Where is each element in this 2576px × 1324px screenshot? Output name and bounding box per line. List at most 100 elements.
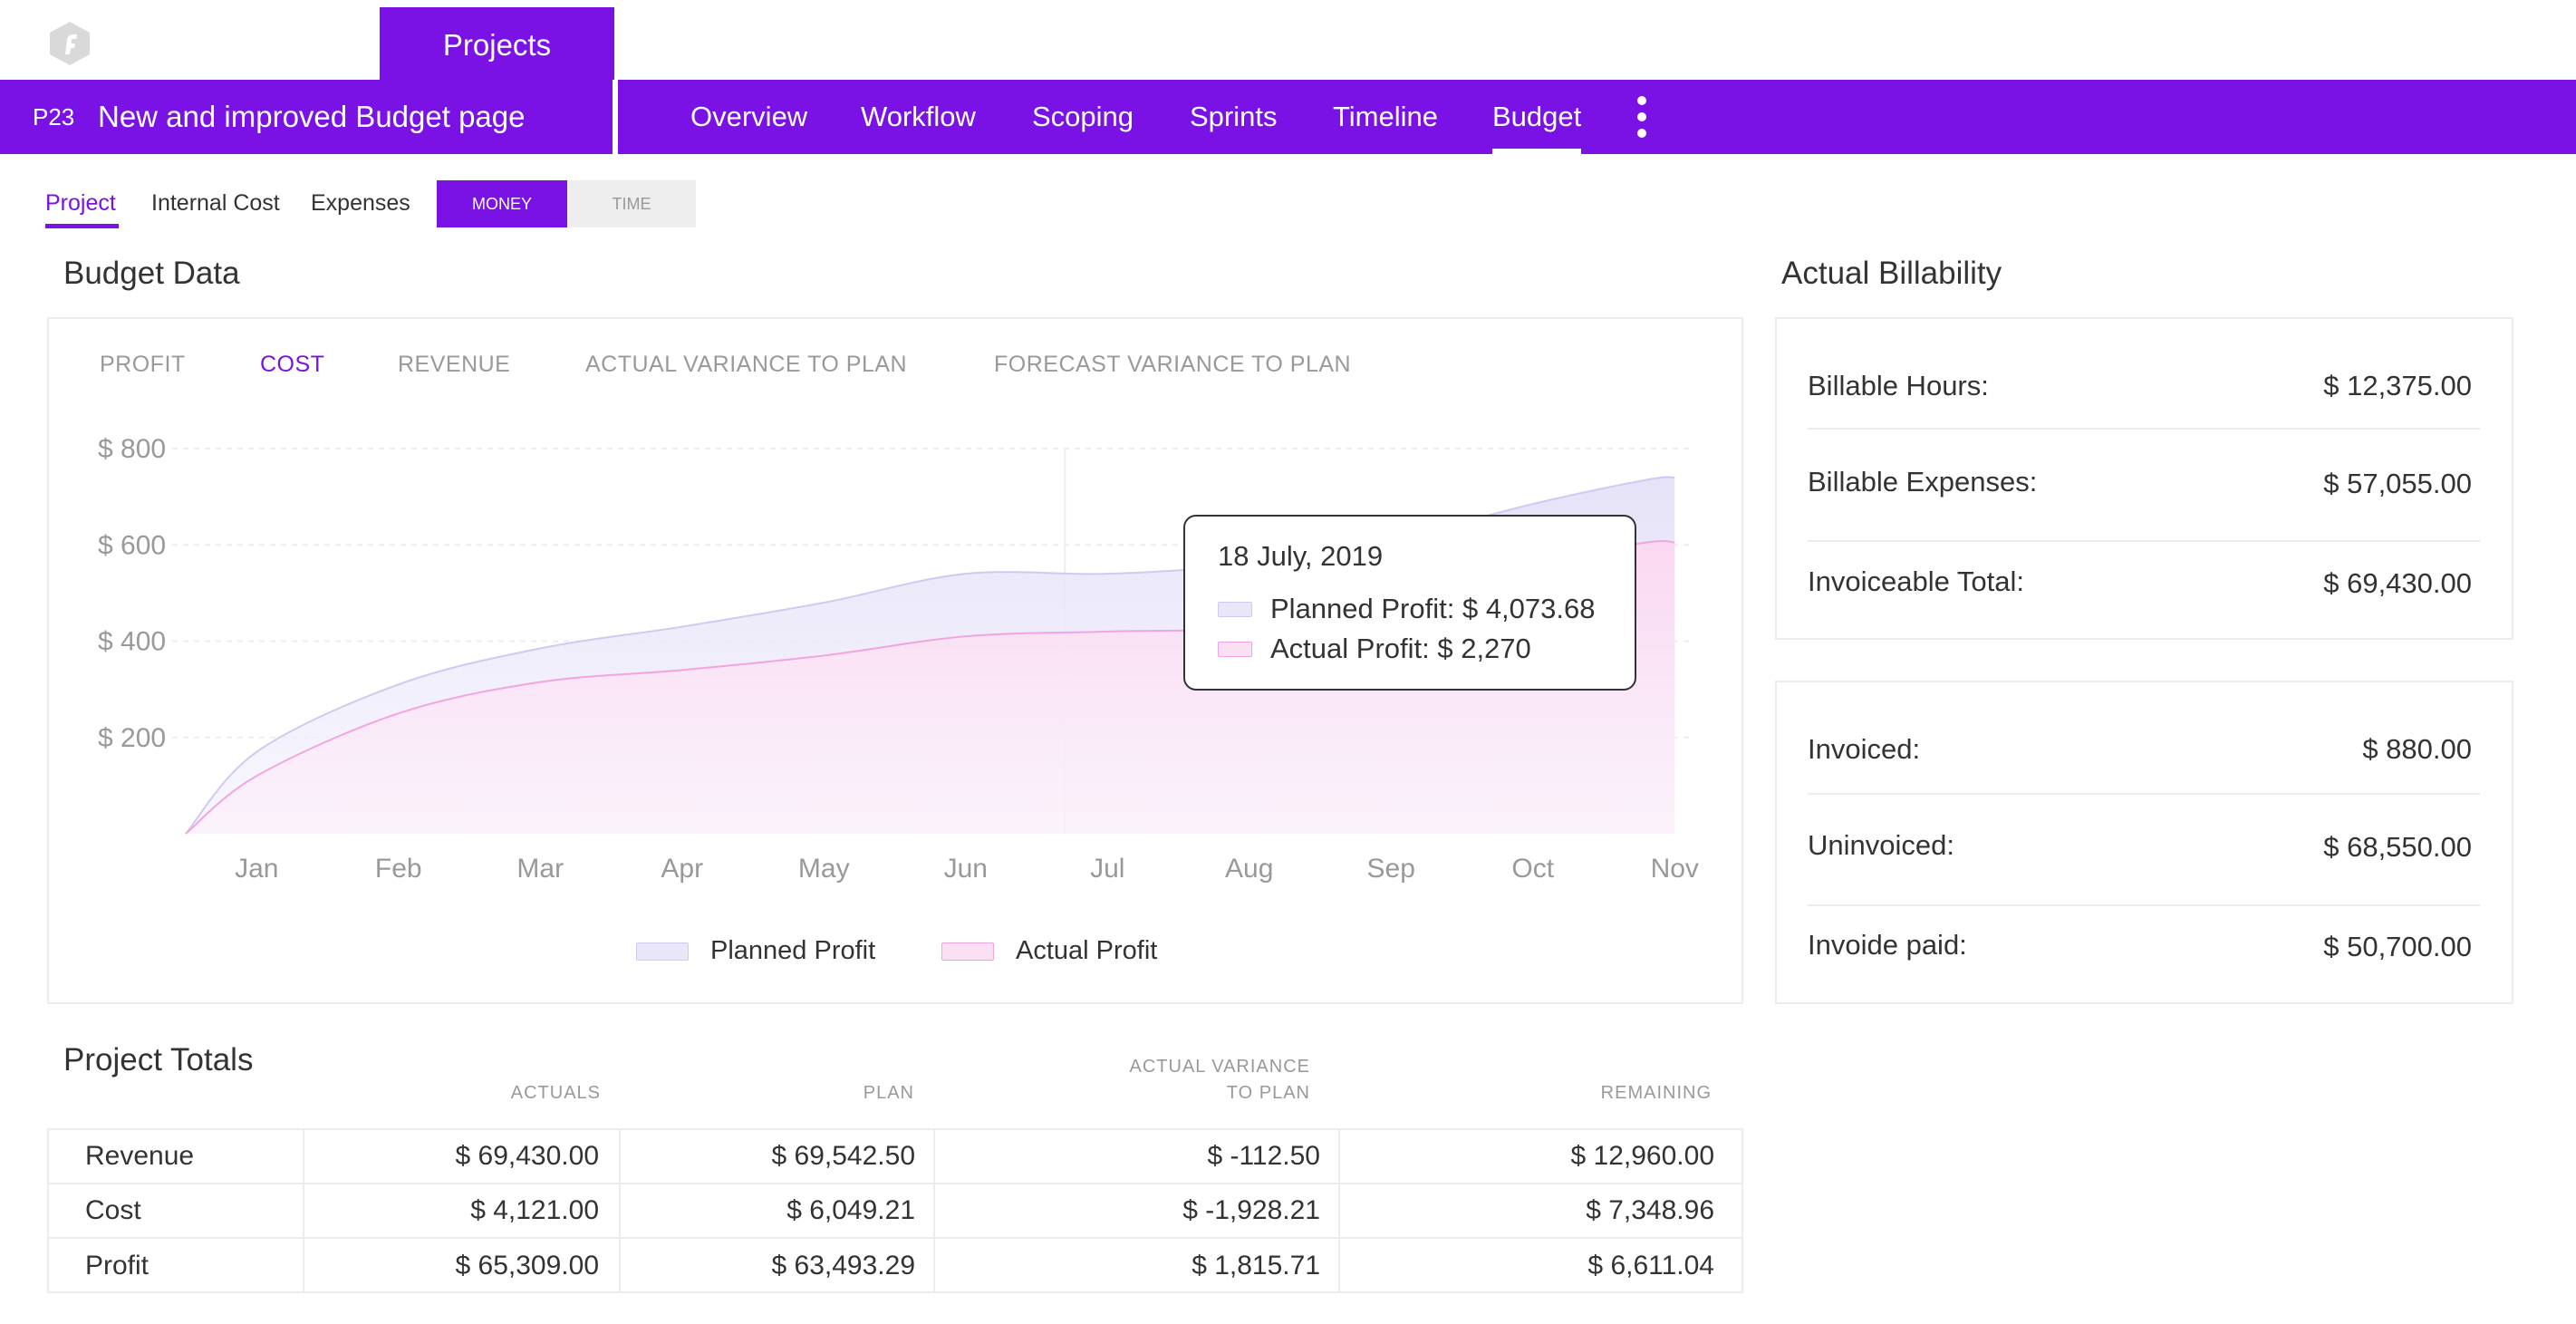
planned-profit-line <box>185 476 1675 835</box>
invoice-paid-value: $ 50,700.00 <box>2323 931 2472 962</box>
app-logo[interactable] <box>47 20 92 67</box>
y-tick-label: $ 600 <box>98 530 166 560</box>
nav-sprints[interactable]: Sprints <box>1190 101 1278 132</box>
row-label: Cost <box>85 1195 141 1225</box>
tooltip-actual-swatch <box>1218 641 1252 657</box>
x-tick-label: Sep <box>1367 854 1415 884</box>
nav-budget[interactable]: Budget <box>1492 80 1582 154</box>
column-divider <box>1338 1130 1340 1291</box>
cell-variance: $ 1,815.71 <box>1192 1251 1320 1281</box>
time-toggle-button[interactable]: TIME <box>567 180 696 227</box>
invoiced-value: $ 880.00 <box>2362 733 2472 765</box>
budget-data-title: Budget Data <box>63 256 240 291</box>
column-divider <box>619 1130 621 1291</box>
x-tick-label: Aug <box>1225 854 1273 884</box>
divider <box>1808 904 2480 906</box>
billable-expenses-label: Billable Expenses: <box>1808 466 2038 498</box>
navbar-divider <box>613 80 618 154</box>
project-navbar <box>0 80 2576 154</box>
column-divider <box>933 1130 935 1291</box>
col-header-variance-line2: TO PLAN <box>1226 1083 1310 1103</box>
chart-tab-actual-variance[interactable]: ACTUAL VARIANCE TO PLAN <box>585 352 908 377</box>
uninvoiced-label: Uninvoiced: <box>1808 829 1954 861</box>
project-totals-title: Project Totals <box>63 1042 254 1078</box>
chart-tab-forecast-variance[interactable]: FORECAST VARIANCE TO PLAN <box>994 352 1352 377</box>
cell-remaining: $ 6,611.04 <box>1587 1251 1714 1281</box>
subtab-expenses[interactable]: Expenses <box>311 190 410 216</box>
x-tick-label: Oct <box>1511 854 1554 884</box>
x-tick-label: Jan <box>235 854 278 884</box>
cell-remaining: $ 12,960.00 <box>1570 1141 1714 1171</box>
x-tick-label: Feb <box>375 854 422 884</box>
divider <box>1808 540 2480 542</box>
nav-overview[interactable]: Overview <box>690 101 808 132</box>
tooltip-date: 18 July, 2019 <box>1218 540 1384 572</box>
invoiced-label: Invoiced: <box>1808 733 1921 765</box>
cell-actuals: $ 4,121.00 <box>470 1195 599 1225</box>
x-tick-label: Jul <box>1090 854 1124 884</box>
y-tick-label: $ 800 <box>98 434 166 464</box>
uninvoiced-value: $ 68,550.00 <box>2323 831 2472 863</box>
kebab-menu-icon[interactable] <box>1631 94 1653 140</box>
billability-panel-1: Billable Hours: $ 12,375.00 Billable Exp… <box>1775 317 2513 640</box>
project-name: New and improved Budget page <box>98 100 526 133</box>
invoiceable-total-label: Invoiceable Total: <box>1808 565 2024 597</box>
projects-tab[interactable]: Projects <box>380 7 614 83</box>
tooltip-planned-value: Planned Profit: $ 4,073.68 <box>1270 593 1596 624</box>
col-header-variance-line1: ACTUAL VARIANCE <box>1129 1057 1310 1077</box>
x-tick-label: Jun <box>944 854 988 884</box>
cell-plan: $ 63,493.29 <box>771 1251 915 1281</box>
col-header-remaining: REMAINING <box>1600 1083 1712 1103</box>
x-tick-label: Apr <box>661 854 703 884</box>
col-header-plan: PLAN <box>863 1083 914 1103</box>
billability-title: Actual Billability <box>1781 256 2002 291</box>
divider <box>1808 793 2480 795</box>
billable-expenses-value: $ 57,055.00 <box>2323 468 2472 499</box>
col-header-actuals: ACTUALS <box>510 1083 601 1103</box>
y-tick-label: $ 400 <box>98 627 166 657</box>
column-divider <box>303 1130 304 1291</box>
legend-actual-swatch <box>941 942 994 961</box>
billable-hours-label: Billable Hours: <box>1808 370 1989 401</box>
cell-actuals: $ 69,430.00 <box>455 1141 599 1171</box>
divider <box>1808 428 2480 430</box>
row-label: Profit <box>85 1251 150 1281</box>
cell-plan: $ 69,542.50 <box>771 1141 915 1171</box>
row-label: Revenue <box>85 1141 195 1171</box>
table-row-profit: Profit $ 65,309.00 $ 63,493.29 $ 1,815.7… <box>49 1239 1741 1293</box>
legend-planned-swatch <box>636 942 689 961</box>
subtab-internal-cost[interactable]: Internal Cost <box>151 190 280 216</box>
y-tick-label: $ 200 <box>98 723 166 753</box>
subtab-project[interactable]: Project <box>45 190 116 216</box>
actual-profit-area[interactable] <box>186 541 1675 834</box>
invoice-paid-label: Invoide paid: <box>1808 929 1967 961</box>
table-row-revenue: Revenue $ 69,430.00 $ 69,542.50 $ -112.5… <box>49 1130 1741 1184</box>
subtab-active-indicator <box>45 224 119 228</box>
col-header-variance: ACTUAL VARIANCE TO PLAN <box>1130 1054 1310 1107</box>
money-toggle-button[interactable]: MONEY <box>437 180 567 227</box>
billability-panel-2: Invoiced: $ 880.00 Uninvoiced: $ 68,550.… <box>1775 681 2513 1004</box>
tooltip-actual-row: Actual Profit: $ 2,270 <box>1218 633 1531 665</box>
cell-actuals: $ 65,309.00 <box>455 1251 599 1281</box>
chart-tab-cost[interactable]: COST <box>260 352 325 377</box>
project-totals-table: Revenue $ 69,430.00 $ 69,542.50 $ -112.5… <box>47 1128 1743 1293</box>
cell-remaining: $ 7,348.96 <box>1586 1195 1714 1225</box>
billable-hours-value: $ 12,375.00 <box>2323 370 2472 401</box>
nav-scoping[interactable]: Scoping <box>1032 101 1134 132</box>
x-tick-label: Mar <box>516 854 564 884</box>
table-row-cost: Cost $ 4,121.00 $ 6,049.21 $ -1,928.21 $… <box>49 1184 1741 1239</box>
chart-tab-revenue[interactable]: REVENUE <box>398 352 511 377</box>
cell-variance: $ -112.50 <box>1207 1141 1320 1171</box>
x-tick-label: May <box>798 854 850 884</box>
nav-timeline[interactable]: Timeline <box>1333 101 1438 132</box>
chart-tab-profit[interactable]: PROFIT <box>100 352 186 377</box>
project-id: P23 <box>33 103 75 130</box>
hexagon-f-logo-icon <box>50 22 90 65</box>
legend-actual-label[interactable]: Actual Profit <box>1016 936 1158 965</box>
nav-workflow[interactable]: Workflow <box>861 101 976 132</box>
tooltip-planned-swatch <box>1218 601 1252 617</box>
tooltip-actual-value: Actual Profit: $ 2,270 <box>1270 633 1531 664</box>
cell-variance: $ -1,928.21 <box>1182 1195 1320 1225</box>
chart-tooltip: 18 July, 2019 Planned Profit: $ 4,073.68… <box>1183 515 1636 691</box>
legend-planned-label[interactable]: Planned Profit <box>710 936 876 965</box>
